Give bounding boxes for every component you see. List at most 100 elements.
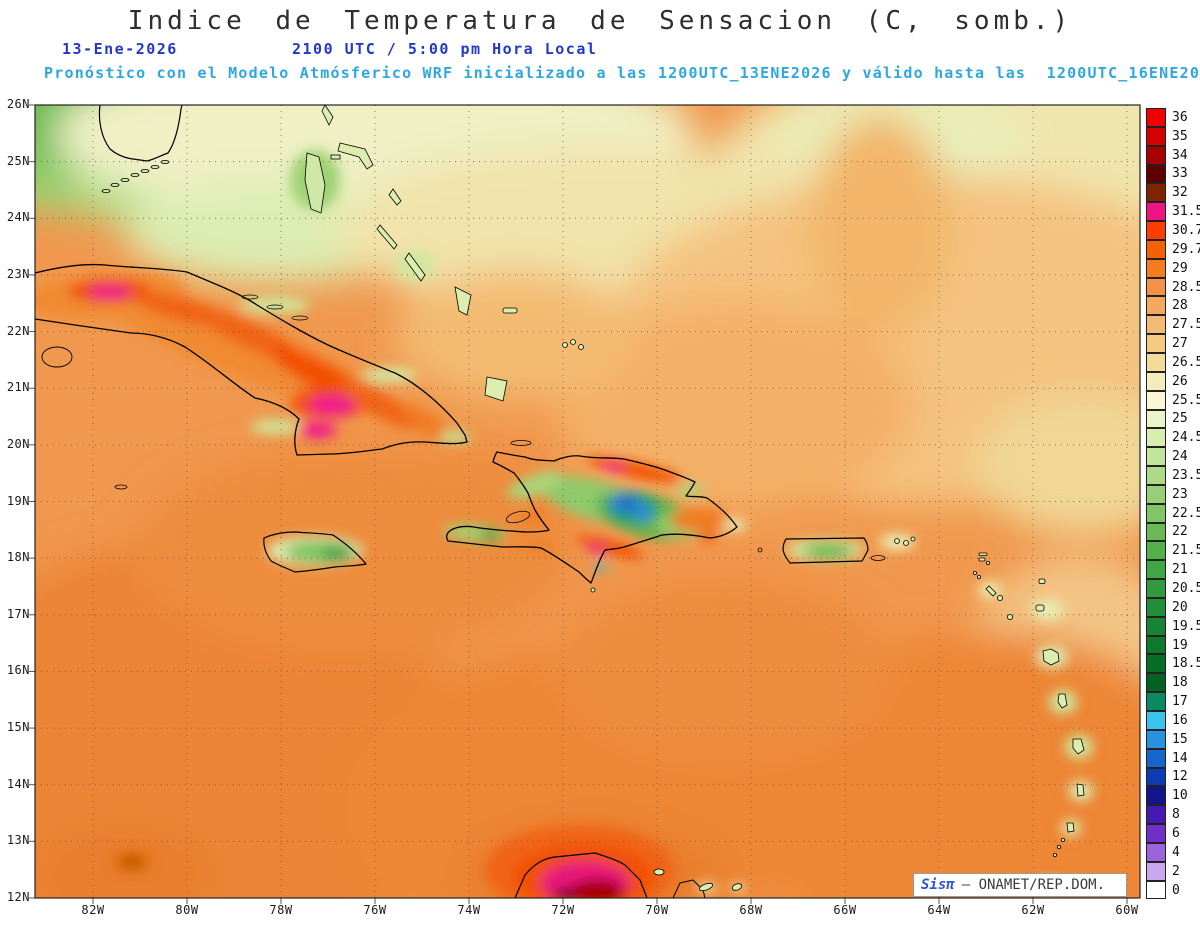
legend-entry: 28 bbox=[1146, 296, 1200, 316]
temperature-field bbox=[35, 105, 1140, 898]
legend-value-label: 33 bbox=[1172, 166, 1188, 182]
coastline-paraguana bbox=[672, 879, 706, 899]
legend-color-swatch bbox=[1146, 880, 1166, 900]
legend-color-swatch bbox=[1146, 239, 1166, 259]
lat-tick-label: 18N bbox=[6, 550, 30, 565]
lon-tick-label: 70W bbox=[645, 903, 669, 917]
legend-value-label: 4 bbox=[1172, 844, 1180, 860]
legend-color-swatch bbox=[1146, 296, 1166, 316]
legend-entry: 24 bbox=[1146, 447, 1200, 467]
legend-color-swatch bbox=[1146, 786, 1166, 806]
legend-value-label: 26 bbox=[1172, 373, 1188, 389]
island-eleuthera bbox=[337, 142, 374, 170]
legend-entry: 4 bbox=[1146, 842, 1200, 862]
island-great-inagua bbox=[484, 376, 508, 402]
forecast-map bbox=[29, 104, 1141, 904]
legend-entry: 19 bbox=[1146, 635, 1200, 655]
legend-value-label: 23.5 bbox=[1172, 467, 1200, 483]
legend-value-label: 26.5 bbox=[1172, 354, 1200, 370]
legend-entry: 18.5 bbox=[1146, 654, 1200, 674]
coastline-gonave bbox=[505, 510, 531, 524]
page-title: Indice de Temperatura de Sensacion (C, s… bbox=[127, 6, 1073, 36]
color-scale-legend: 36 35 34 33 32 31.5 30.7 29.7 29 28.5 28 27.5 27 26.5… bbox=[1146, 108, 1200, 900]
legend-entry: 29 bbox=[1146, 258, 1200, 278]
legend-color-swatch bbox=[1146, 654, 1166, 674]
coastline-jamaica bbox=[263, 531, 367, 573]
island-guadeloupe bbox=[1042, 648, 1060, 666]
legend-color-swatch bbox=[1146, 409, 1166, 429]
legend-color-swatch bbox=[1146, 541, 1166, 561]
legend-entry: 20.5 bbox=[1146, 579, 1200, 598]
coastlines bbox=[34, 104, 886, 899]
legend-color-swatch bbox=[1146, 767, 1166, 787]
legend-color-swatch bbox=[1146, 164, 1166, 184]
lat-tick-label: 19N bbox=[6, 493, 30, 508]
legend-value-label: 31.5 bbox=[1172, 204, 1200, 220]
lon-tick-label: 62W bbox=[1021, 903, 1045, 917]
legend-entry: 21 bbox=[1146, 560, 1200, 580]
island-abaco bbox=[321, 104, 334, 126]
lat-tick-label: 22N bbox=[6, 323, 30, 338]
legend-value-label: 24.5 bbox=[1172, 430, 1200, 446]
island-andros bbox=[304, 152, 326, 214]
legend-entry: 26 bbox=[1146, 371, 1200, 391]
legend-value-label: 32 bbox=[1172, 185, 1188, 201]
legend-entry: 34 bbox=[1146, 145, 1200, 165]
coastline-puerto-rico bbox=[782, 537, 869, 564]
legend-entry: 18 bbox=[1146, 673, 1200, 693]
legend-value-label: 24 bbox=[1172, 449, 1188, 465]
lat-tick-label: 12N bbox=[6, 890, 30, 904]
lat-tick-label: 20N bbox=[6, 436, 30, 451]
legend-color-swatch bbox=[1146, 108, 1166, 127]
legend-value-label: 28 bbox=[1172, 298, 1188, 314]
legend-value-label: 36 bbox=[1172, 109, 1188, 125]
legend-color-swatch bbox=[1146, 258, 1166, 278]
lat-tick-label: 13N bbox=[6, 833, 30, 848]
island-st-barth bbox=[986, 560, 991, 565]
coastline-florida bbox=[98, 104, 183, 162]
island-new-providence bbox=[330, 154, 341, 160]
legend-value-label: 12 bbox=[1172, 769, 1188, 785]
coastline-cayman bbox=[114, 484, 128, 490]
legend-value-label: 27.5 bbox=[1172, 317, 1200, 333]
legend-value-label: 29.7 bbox=[1172, 241, 1200, 257]
legend-entry: 15 bbox=[1146, 729, 1200, 749]
cuba-north-cays bbox=[241, 294, 309, 321]
legend-entry: 22.5 bbox=[1146, 503, 1200, 523]
island-virgins bbox=[894, 536, 916, 546]
lon-tick-label: 82W bbox=[81, 903, 105, 917]
island-barbuda bbox=[1038, 578, 1046, 584]
axis-ticks bbox=[29, 104, 1128, 904]
legend-value-label: 19.5 bbox=[1172, 618, 1200, 634]
coastline-guajira bbox=[514, 852, 648, 899]
legend-color-swatch bbox=[1146, 466, 1166, 485]
island-martinique bbox=[1072, 738, 1085, 755]
legend-color-swatch bbox=[1146, 503, 1166, 523]
island-st-lucia bbox=[1076, 783, 1085, 797]
legend-value-label: 19 bbox=[1172, 637, 1188, 653]
lat-tick-label: 23N bbox=[6, 266, 30, 281]
legend-color-swatch bbox=[1146, 484, 1166, 504]
legend-color-swatch bbox=[1146, 315, 1166, 335]
lat-tick-label: 14N bbox=[6, 776, 30, 791]
legend-entry: 25 bbox=[1146, 409, 1200, 429]
legend-color-swatch bbox=[1146, 692, 1166, 711]
legend-color-swatch bbox=[1146, 334, 1166, 353]
forecast-date: 13-Ene-2026 bbox=[62, 40, 178, 58]
legend-entry: 10 bbox=[1146, 786, 1200, 806]
legend-color-swatch bbox=[1146, 579, 1166, 598]
legend-color-swatch bbox=[1146, 748, 1166, 768]
forecast-time: 2100 UTC / 5:00 pm Hora Local bbox=[292, 40, 598, 58]
legend-value-label: 30.7 bbox=[1172, 222, 1200, 238]
lat-tick-label: 16N bbox=[6, 663, 30, 678]
legend-value-label: 27 bbox=[1172, 336, 1188, 352]
lon-tick-label: 60W bbox=[1115, 903, 1139, 917]
legend-entry: 21.5 bbox=[1146, 541, 1200, 561]
legend-color-swatch bbox=[1146, 428, 1166, 448]
legend-color-swatch bbox=[1146, 673, 1166, 693]
island-mayaguana bbox=[502, 307, 518, 314]
legend-color-swatch bbox=[1146, 824, 1166, 843]
legend-color-swatch bbox=[1146, 842, 1166, 862]
legend-entry: 23.5 bbox=[1146, 466, 1200, 485]
